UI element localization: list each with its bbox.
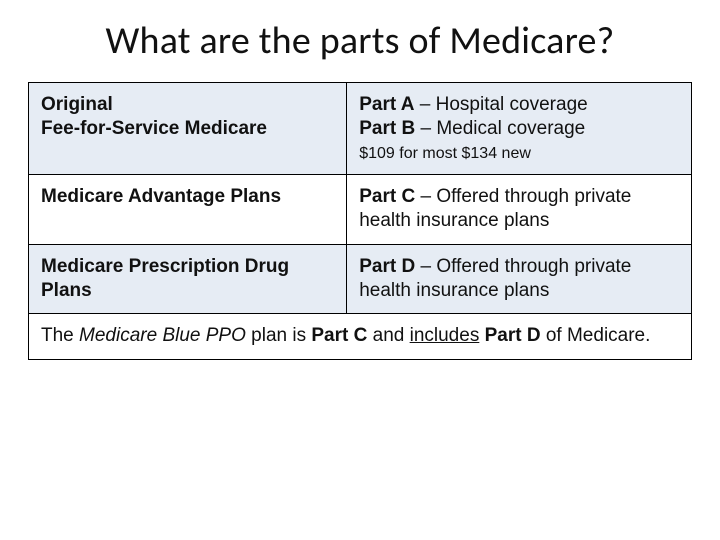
row1-left: Original Fee-for-Service Medicare <box>29 83 347 175</box>
row2-left: Medicare Advantage Plans <box>29 175 347 245</box>
medicare-parts-table: Original Fee-for-Service Medicare Part A… <box>28 82 692 360</box>
row1-left-line2: Fee-for-Service Medicare <box>41 117 334 141</box>
footer-mid1: plan is <box>251 325 311 346</box>
table-row: Medicare Prescription Drug Plans Part D … <box>29 244 692 314</box>
footer-mid2: and <box>367 325 409 346</box>
table-row: Medicare Advantage Plans Part C – Offere… <box>29 175 692 245</box>
slide-title: What are the parts of Medicare? <box>28 18 692 64</box>
row3-left-line1: Medicare Prescription Drug Plans <box>41 255 334 304</box>
row1-parta-bold: Part A <box>359 94 414 115</box>
row2-right: Part C – Offered through private health … <box>347 175 692 245</box>
footer-cell: The Medicare Blue PPO plan is Part C and… <box>29 314 692 359</box>
row1-parta: Part A – Hospital coverage <box>359 93 679 117</box>
row1-right: Part A – Hospital coverage Part B – Medi… <box>347 83 692 175</box>
footer-partc-bold: Part C <box>311 325 367 346</box>
row3-right: Part D – Offered through private health … <box>347 244 692 314</box>
row3-left: Medicare Prescription Drug Plans <box>29 244 347 314</box>
table-footer-row: The Medicare Blue PPO plan is Part C and… <box>29 314 692 359</box>
row3-partd-bold: Part D <box>359 256 415 277</box>
footer-partd-bold: Part D <box>485 325 541 346</box>
row1-partb-rest: – Medical coverage <box>415 118 585 139</box>
row1-subnote: $109 for most $134 new <box>359 144 679 164</box>
row1-partb: Part B – Medical coverage <box>359 117 679 141</box>
slide: What are the parts of Medicare? Original… <box>0 0 720 540</box>
footer-plan-italic: Medicare Blue PPO <box>79 325 251 346</box>
row1-left-line1: Original <box>41 93 334 117</box>
footer-pre: The <box>41 325 79 346</box>
table-row: Original Fee-for-Service Medicare Part A… <box>29 83 692 175</box>
footer-includes: includes <box>410 325 480 346</box>
footer-tail: of Medicare. <box>541 325 651 346</box>
row2-partc-bold: Part C <box>359 186 415 207</box>
row2-left-line1: Medicare Advantage Plans <box>41 185 334 209</box>
row1-parta-rest: – Hospital coverage <box>415 94 588 115</box>
row1-partb-bold: Part B <box>359 118 415 139</box>
